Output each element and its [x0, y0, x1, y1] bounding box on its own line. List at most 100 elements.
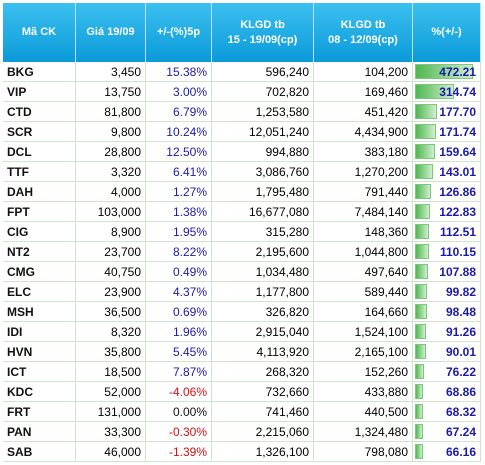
table-cell: 33,300	[76, 422, 146, 441]
table-cell: 8.22%	[146, 242, 212, 261]
table-cell: 143.01	[413, 162, 481, 181]
cell-value: 143.01	[439, 164, 476, 179]
table-cell: 798,080	[314, 442, 413, 461]
header-cell: Mã CK	[3, 3, 76, 62]
table-cell: KDC	[3, 382, 76, 401]
table-cell: 0.49%	[146, 262, 212, 281]
table-cell: 1,253,580	[212, 102, 314, 121]
table-cell: 3,320	[76, 162, 146, 181]
table-cell: ELC	[3, 282, 76, 301]
table-cell: 23,900	[76, 282, 146, 301]
table-cell: PAN	[3, 422, 76, 441]
table-cell: 10.24%	[146, 122, 212, 141]
table-row: FPT 103,000 1.38% 16,677,080 7,484,140 122.83	[3, 202, 481, 222]
header-cell: Giá 19/09	[76, 3, 146, 62]
cell-value: 314.74	[439, 84, 476, 99]
table-cell: 46,000	[76, 442, 146, 461]
table-cell: 1.95%	[146, 222, 212, 241]
table-row: SAB 46,000 -1.39% 1,326,100 798,080 66.16	[3, 442, 481, 462]
table-cell: VIP	[3, 82, 76, 101]
table-cell: 8,900	[76, 222, 146, 241]
table-cell: 28,800	[76, 142, 146, 161]
cell-value: 171.74	[439, 124, 476, 139]
table-cell: 702,820	[212, 82, 314, 101]
data-bar	[415, 244, 429, 259]
data-bar	[415, 264, 429, 279]
table-cell: 440,500	[314, 402, 413, 421]
table-cell: 15.38%	[146, 62, 212, 81]
table-cell: 732,660	[212, 382, 314, 401]
table-cell: 433,880	[314, 382, 413, 401]
table-cell: 1.96%	[146, 322, 212, 341]
table-cell: 6.79%	[146, 102, 212, 121]
data-bar	[415, 384, 424, 399]
table-cell: 177.70	[413, 102, 481, 121]
table-cell: -4.06%	[146, 382, 212, 401]
table-cell: 1,795,480	[212, 182, 314, 201]
data-bar	[415, 344, 427, 359]
table-row: IDI 8,320 1.96% 2,915,040 1,524,100 91.26	[3, 322, 481, 342]
table-cell: 315,280	[212, 222, 314, 241]
cell-value: 472.21	[439, 64, 476, 79]
data-bar	[415, 144, 435, 159]
table-cell: 23,700	[76, 242, 146, 261]
table-cell: 4,113,920	[212, 342, 314, 361]
table-cell: 131,000	[76, 402, 146, 421]
table-cell: 1,326,100	[212, 442, 314, 461]
table-cell: 98.48	[413, 302, 481, 321]
table-cell: 110.15	[413, 242, 481, 261]
table-cell: 0.00%	[146, 402, 212, 421]
table-cell: CIG	[3, 222, 76, 241]
table-row: FRT 131,000 0.00% 741,460 440,500 68.32	[3, 402, 481, 422]
table-cell: 741,460	[212, 402, 314, 421]
table-cell: HVN	[3, 342, 76, 361]
table: Mã CK Giá 19/09 +/-(%)5p KLGD tb 15 - 19/09(…	[3, 3, 481, 462]
table-cell: 81,800	[76, 102, 146, 121]
table-cell: 791,440	[314, 182, 413, 201]
table-cell: 2,195,600	[212, 242, 314, 261]
table-cell: 13,750	[76, 82, 146, 101]
table-cell: 7.87%	[146, 362, 212, 381]
table-row: DAH 4,000 1.27% 1,795,480 791,440 126.86	[3, 182, 481, 202]
table-row: TTF 3,320 6.41% 3,086,760 1,270,200 143.01	[3, 162, 481, 182]
table-cell: 104,200	[314, 62, 413, 81]
table-cell: 3,450	[76, 62, 146, 81]
table-cell: 91.26	[413, 322, 481, 341]
cell-value: 159.64	[439, 144, 476, 159]
table-cell: 383,180	[314, 142, 413, 161]
table-cell: 36,500	[76, 302, 146, 321]
table-cell: 1.27%	[146, 182, 212, 201]
cell-value: 90.01	[445, 344, 476, 359]
header-text: %(+/-)	[431, 26, 462, 38]
table-cell: 589,440	[314, 282, 413, 301]
table-cell: 497,640	[314, 262, 413, 281]
table-row: CTD 81,800 6.79% 1,253,580 451,420 177.70	[3, 102, 481, 122]
table-cell: MSH	[3, 302, 76, 321]
header-text: 15 - 19/09(cp)	[227, 33, 298, 46]
table-cell: 326,820	[212, 302, 314, 321]
cell-value: 126.86	[439, 184, 476, 199]
data-bar	[415, 304, 428, 319]
table-cell: 12,051,240	[212, 122, 314, 141]
table-cell: 8,320	[76, 322, 146, 341]
table-row: HVN 35,800 5.45% 4,113,920 2,165,100 90.01	[3, 342, 481, 362]
cell-value: 99.82	[445, 284, 476, 299]
table-cell: IDI	[3, 322, 76, 341]
table-cell: 1,177,800	[212, 282, 314, 301]
data-bar	[415, 284, 428, 299]
table-cell: 122.83	[413, 202, 481, 221]
table-row: SCR 9,800 10.24% 12,051,240 4,434,900 171.74	[3, 122, 481, 142]
header-cell: %(+/-)	[413, 3, 481, 62]
table-cell: 4.37%	[146, 282, 212, 301]
table-cell: 66.16	[413, 442, 481, 461]
table-cell: 169,460	[314, 82, 413, 101]
table-row: BKG 3,450 15.38% 596,240 104,200 472.21	[3, 62, 481, 82]
header-text: Giá 19/09	[86, 26, 135, 38]
header-cell: +/-(%)5p	[146, 3, 212, 62]
table-cell: 18,500	[76, 362, 146, 381]
cell-value: 76.22	[445, 364, 476, 379]
table-cell: 994,880	[212, 142, 314, 161]
data-bar	[415, 364, 425, 379]
table-cell: 451,420	[314, 102, 413, 121]
table-cell: CTD	[3, 102, 76, 121]
